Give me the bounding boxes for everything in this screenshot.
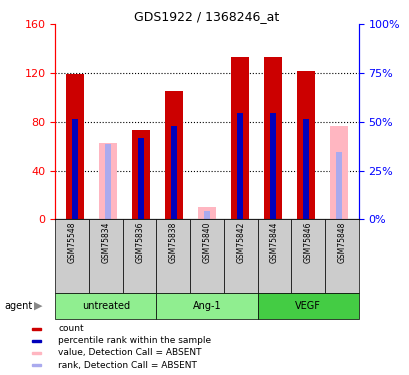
Bar (324, 219, 358, 292)
Bar (302, 119, 308, 219)
Text: count: count (58, 324, 84, 333)
Bar (269, 113, 276, 219)
Bar (335, 152, 341, 219)
Bar (89, 219, 122, 292)
Bar (32, 364, 41, 366)
Text: GSM75838: GSM75838 (169, 222, 178, 263)
Bar (72, 119, 78, 219)
Bar (122, 219, 156, 292)
Bar (291, 219, 324, 292)
Text: GSM75846: GSM75846 (303, 222, 312, 263)
Text: ▶: ▶ (34, 301, 42, 310)
Bar (257, 219, 291, 292)
Text: Ang-1: Ang-1 (192, 301, 221, 310)
Bar (137, 138, 144, 219)
Bar (105, 144, 111, 219)
Bar (132, 130, 150, 219)
Bar (32, 340, 41, 342)
Bar (156, 219, 190, 292)
Text: GSM75844: GSM75844 (269, 222, 278, 263)
Bar (198, 207, 216, 219)
Text: GSM75840: GSM75840 (202, 222, 211, 263)
Text: GSM75836: GSM75836 (135, 222, 144, 263)
Text: GSM75834: GSM75834 (101, 222, 110, 263)
Text: value, Detection Call = ABSENT: value, Detection Call = ABSENT (58, 348, 201, 357)
Bar (296, 70, 314, 219)
Text: agent: agent (4, 301, 32, 310)
Bar (203, 211, 210, 219)
Text: rank, Detection Call = ABSENT: rank, Detection Call = ABSENT (58, 361, 197, 370)
Bar (32, 352, 41, 354)
Bar (263, 57, 281, 219)
Bar (223, 219, 257, 292)
Bar (230, 57, 249, 219)
Text: untreated: untreated (82, 301, 130, 310)
Text: VEGF: VEGF (294, 301, 320, 310)
Text: percentile rank within the sample: percentile rank within the sample (58, 336, 211, 345)
Bar (257, 292, 358, 319)
Text: GSM75848: GSM75848 (337, 222, 346, 263)
Bar (190, 219, 223, 292)
Bar (236, 113, 243, 219)
Bar (156, 292, 257, 319)
Bar (32, 328, 41, 330)
Title: GDS1922 / 1368246_at: GDS1922 / 1368246_at (134, 10, 279, 23)
Bar (55, 292, 156, 319)
Text: GSM75548: GSM75548 (67, 222, 76, 263)
Bar (66, 74, 84, 219)
Bar (99, 142, 117, 219)
Bar (164, 92, 183, 219)
Bar (171, 126, 177, 219)
Bar (55, 219, 89, 292)
Text: GSM75842: GSM75842 (236, 222, 245, 263)
Bar (329, 126, 347, 219)
